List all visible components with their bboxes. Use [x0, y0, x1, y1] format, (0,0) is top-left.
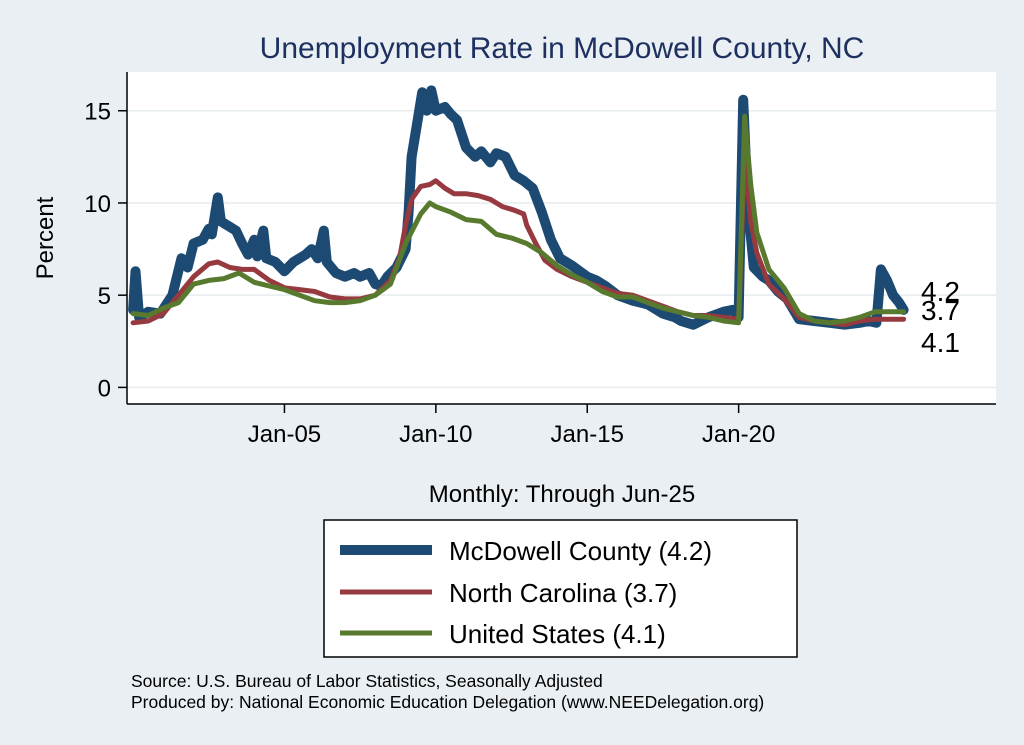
produced-by-line: Produced by: National Economic Education… [131, 692, 765, 712]
end-label-mcdowell: 4.2 [921, 276, 960, 307]
source-line: Source: U.S. Bureau of Labor Statistics,… [131, 671, 603, 691]
series-line-mcdowell [128, 85, 909, 330]
series-line-united-states [130, 113, 907, 326]
y-tick-label: 10 [84, 191, 111, 218]
x-tick-label: Jan-10 [399, 421, 472, 448]
chart-title: Unemployment Rate in McDowell County, NC [260, 32, 865, 65]
end-label-north-carolina: 3.7 [921, 295, 960, 326]
plot-area [127, 72, 996, 404]
x-tick-label: Jan-20 [702, 421, 775, 448]
source-note: Source: U.S. Bureau of Labor Statistics,… [131, 671, 764, 713]
y-tick-label: 0 [98, 375, 111, 402]
y-tick-label: 15 [84, 99, 111, 126]
end-labels: 4.23.74.1 [921, 276, 960, 358]
x-ticks: Jan-05 Jan-10 Jan-15 Jan-20 [248, 404, 775, 448]
x-axis-title: Monthly: Through Jun-25 [429, 481, 695, 508]
series-lines [128, 85, 909, 330]
legend: McDowell County (4.2) North Carolina (3.… [323, 519, 798, 658]
end-label-united-states: 4.1 [921, 327, 960, 358]
y-ticks: 0 5 10 15 [84, 99, 127, 402]
y-axis-title: Percent [32, 196, 59, 279]
gridlines [127, 109, 996, 389]
y-tick-label: 5 [98, 283, 111, 310]
legend-label-mcdowell: McDowell County (4.2) [449, 536, 712, 566]
legend-label-united-states: United States (4.1) [449, 619, 666, 649]
axes [126, 72, 996, 405]
x-tick-label: Jan-15 [551, 421, 624, 448]
x-tick-label: Jan-05 [248, 421, 321, 448]
series-line-north-carolina [130, 152, 907, 328]
legend-label-north-carolina: North Carolina (3.7) [449, 578, 677, 608]
